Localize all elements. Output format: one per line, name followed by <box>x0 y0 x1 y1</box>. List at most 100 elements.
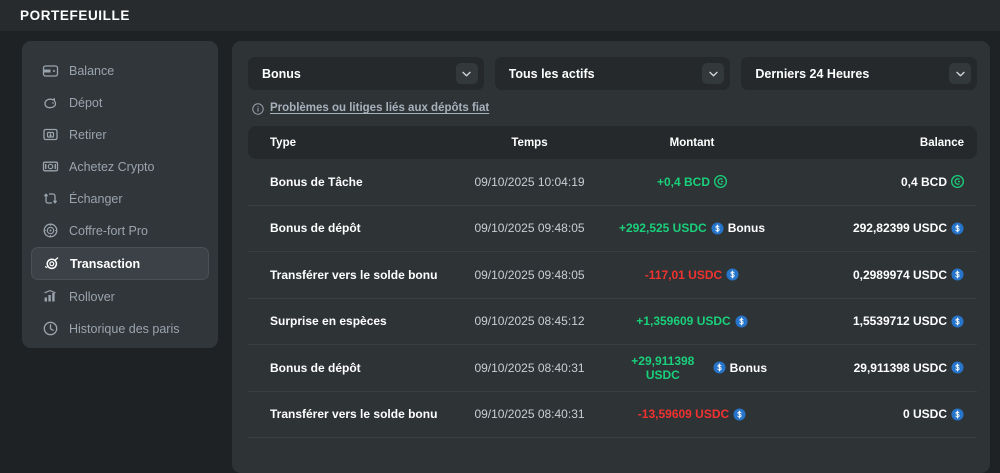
balance-value: 0 USDC <box>902 407 947 422</box>
sidebar-nav: Balance Dépot Retirer Achetez Crypto Échange… <box>22 41 218 348</box>
sidebar-item-label: Échanger <box>69 191 123 206</box>
type-filter-value: Bonus <box>262 66 301 81</box>
asset-filter[interactable]: Tous les actifs <box>494 57 731 90</box>
bcd-coin-icon <box>714 175 728 189</box>
fiat-dispute-link[interactable]: Problèmes ou litiges liés aux dépôts fia… <box>270 102 490 114</box>
banknote-icon <box>42 158 59 175</box>
main-panel: Bonus Tous les actifs Derniers 24 Heures P… <box>232 41 990 473</box>
cell-amount: +29,911398 USDC Bonus <box>617 354 767 382</box>
cell-balance: 29,911398 USDC <box>767 361 977 375</box>
usdc-coin-icon <box>711 222 724 235</box>
filter-bar: Bonus Tous les actifs Derniers 24 Heures <box>248 57 978 90</box>
top-bar: PORTEFEUILLE <box>0 0 1000 31</box>
amount-value: +1,359609 USDC <box>636 314 731 329</box>
sidebar-item-balance[interactable]: Balance <box>31 55 209 86</box>
table-row[interactable]: Transférer vers le solde bonu 09/10/2025 … <box>248 392 977 438</box>
sidebar-item-label: Retirer <box>69 127 107 142</box>
cell-balance: 292,82399 USDC <box>767 221 977 235</box>
usdc-coin-icon <box>951 408 964 421</box>
usdc-coin-icon <box>951 315 964 328</box>
sidebar-item-d-pot[interactable]: Dépot <box>31 87 209 118</box>
cell-amount: -13,59609 USDC <box>617 407 767 421</box>
swap-arrows-icon <box>42 190 59 207</box>
asset-filter-value: Tous les actifs <box>508 66 595 81</box>
type-filter[interactable]: Bonus <box>248 57 484 90</box>
chevron-down-icon[interactable] <box>702 63 725 84</box>
period-filter[interactable]: Derniers 24 Heures <box>741 57 978 90</box>
cell-type: Bonus de dépôt <box>270 360 361 375</box>
page-title: PORTEFEUILLE <box>20 8 130 23</box>
cell-type: Surprise en espèces <box>270 314 387 329</box>
piggy-bank-icon <box>42 94 59 111</box>
bar-chart-icon <box>42 288 59 305</box>
column-header-time: Temps <box>511 136 548 149</box>
sidebar-item-label: Balance <box>69 63 115 78</box>
chevron-down-icon[interactable] <box>455 63 478 84</box>
fiat-dispute-notice[interactable]: Problèmes ou litiges liés aux dépôts fia… <box>248 102 977 115</box>
cell-balance: 0 USDC <box>767 407 977 421</box>
table-header-row: Type Temps Montant Balance <box>248 126 977 159</box>
period-filter-value: Derniers 24 Heures <box>755 66 870 81</box>
sidebar-item-retirer[interactable]: Retirer <box>31 119 209 150</box>
info-icon <box>252 102 264 115</box>
sidebar-item-label: Rollover <box>69 289 115 304</box>
cell-time: 09/10/2025 09:48:05 <box>474 267 585 282</box>
usdc-coin-icon <box>713 361 726 374</box>
cell-balance: 1,5539712 USDC <box>767 314 977 328</box>
sidebar-item-changer[interactable]: Échanger <box>31 183 209 214</box>
transactions-table: Type Temps Montant Balance Bonus de Tâche 09… <box>248 126 977 438</box>
sidebar-item-achetez-crypto[interactable]: Achetez Crypto <box>31 151 209 182</box>
cell-amount: +0,4 BCD <box>617 175 767 189</box>
usdc-coin-icon <box>735 315 748 328</box>
column-header-amount: Montant <box>669 136 715 149</box>
clock-icon <box>42 320 59 337</box>
table-row[interactable]: Bonus de Tâche 09/10/2025 10:04:19 +0,4 BC… <box>248 159 977 206</box>
chevron-down-icon[interactable] <box>949 63 972 84</box>
balance-value: 0,2989974 USDC <box>852 267 947 282</box>
usdc-coin-icon <box>951 222 964 235</box>
amount-value: +292,525 USDC <box>618 221 707 236</box>
cell-time: 09/10/2025 08:40:31 <box>474 407 585 422</box>
transaction-icon <box>43 255 60 272</box>
sidebar-item-transaction[interactable]: Transaction <box>31 247 209 280</box>
amount-value: +0,4 BCD <box>656 174 711 189</box>
table-row[interactable]: Transférer vers le solde bonu 09/10/2025 … <box>248 252 977 299</box>
cell-type: Bonus de Tâche <box>270 174 363 189</box>
wallet-icon <box>42 62 59 79</box>
column-header-type: Type <box>270 136 296 149</box>
sidebar-item-historique-des-paris[interactable]: Historique des paris <box>31 313 209 344</box>
sidebar-item-label: Transaction <box>70 256 141 271</box>
cell-time: 09/10/2025 08:45:12 <box>474 314 585 329</box>
balance-value: 29,911398 USDC <box>853 360 947 375</box>
amount-value: -117,01 USDC <box>644 267 723 282</box>
table-row[interactable]: Bonus de dépôt 09/10/2025 08:40:31 +29,911… <box>248 345 977 392</box>
vault-icon <box>42 222 59 239</box>
amount-value: -13,59609 USDC <box>637 407 730 422</box>
cell-amount: +292,525 USDC Bonus <box>617 221 767 235</box>
usdc-coin-icon <box>733 408 746 421</box>
sidebar-item-label: Dépot <box>69 95 103 110</box>
cell-time: 09/10/2025 09:48:05 <box>474 221 585 236</box>
cell-balance: 0,4 BCD <box>767 175 977 189</box>
cell-type: Bonus de dépôt <box>270 221 361 236</box>
cell-amount: -117,01 USDC <box>617 268 767 282</box>
table-row[interactable]: Bonus de dépôt 09/10/2025 09:48:05 +292,52… <box>248 206 977 252</box>
table-body: Bonus de Tâche 09/10/2025 10:04:19 +0,4 BC… <box>248 159 977 438</box>
table-row[interactable]: Surprise en espèces 09/10/2025 08:45:12 +1… <box>248 299 977 345</box>
cell-type: Transférer vers le solde bonu <box>270 267 438 282</box>
withdraw-icon <box>42 126 59 143</box>
cell-time: 09/10/2025 10:04:19 <box>474 174 585 189</box>
amount-tag: Bonus <box>727 221 766 236</box>
usdc-coin-icon <box>951 361 964 374</box>
cell-time: 09/10/2025 08:40:31 <box>474 360 585 375</box>
balance-value: 292,82399 USDC <box>852 221 947 236</box>
bcd-coin-icon <box>951 175 964 189</box>
cell-amount: +1,359609 USDC <box>617 314 767 328</box>
balance-value: 1,5539712 USDC <box>852 314 947 329</box>
balance-value: 0,4 BCD <box>900 174 947 189</box>
cell-balance: 0,2989974 USDC <box>767 268 977 282</box>
usdc-coin-icon <box>951 268 964 281</box>
sidebar-item-coffre-fort-pro[interactable]: Coffre-fort Pro <box>31 215 209 246</box>
sidebar-item-rollover[interactable]: Rollover <box>31 281 209 312</box>
